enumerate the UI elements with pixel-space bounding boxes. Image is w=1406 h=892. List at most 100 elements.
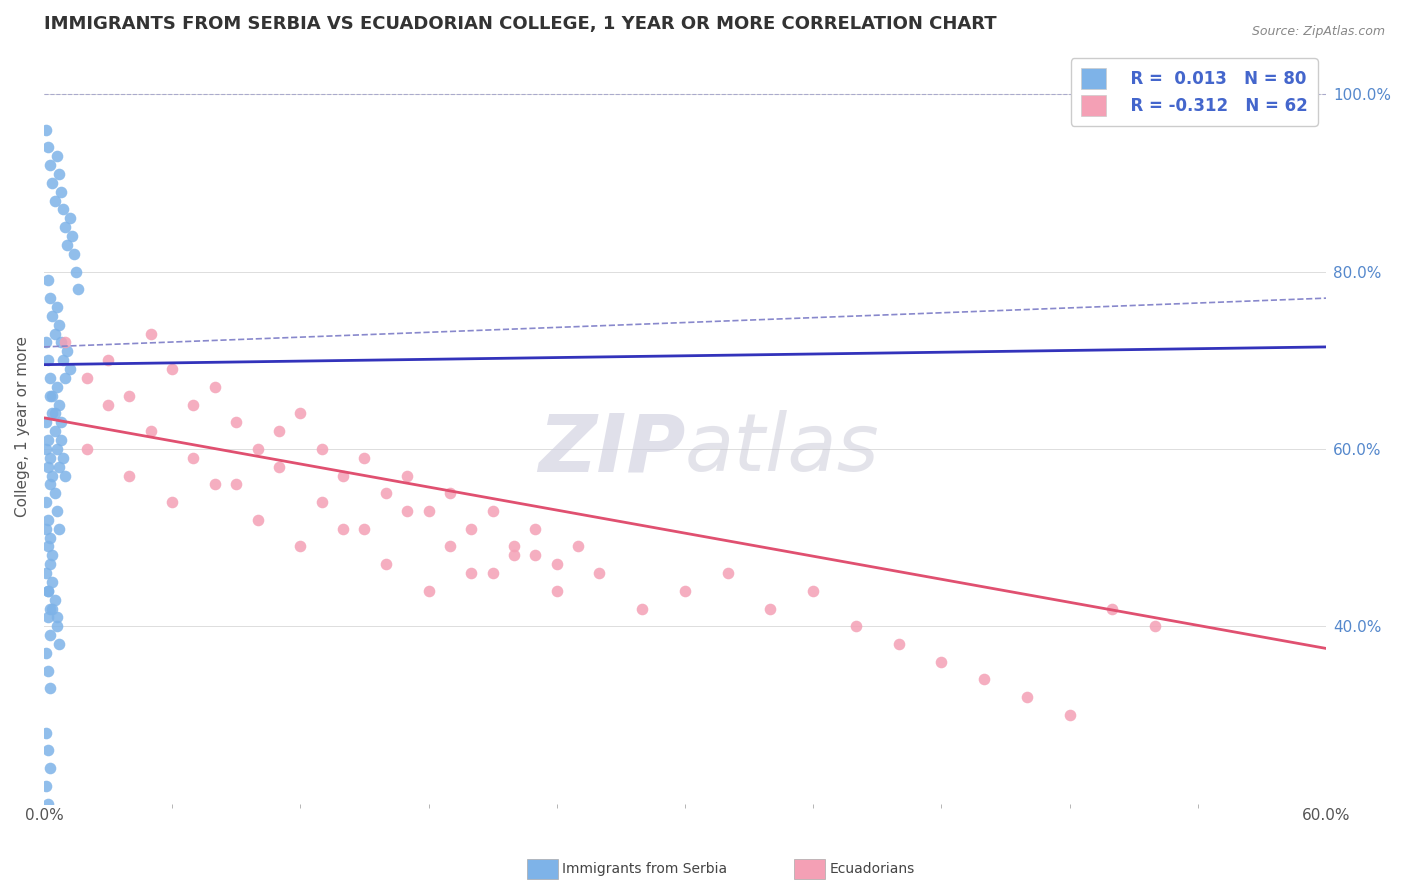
Point: [37, 140, 59, 154]
Point: [931, 655, 953, 669]
Point: [49, 433, 72, 447]
Point: [353, 450, 375, 465]
Point: [503, 540, 526, 554]
Point: [76, 442, 98, 456]
Point: [396, 504, 419, 518]
Point: [45, 610, 67, 624]
Point: [39, 477, 62, 491]
Point: [39, 761, 62, 775]
Point: [460, 566, 482, 580]
Point: [39, 158, 62, 172]
Point: [118, 389, 141, 403]
Point: [76, 371, 98, 385]
Point: [37, 583, 59, 598]
Point: [546, 583, 568, 598]
Point: [37, 610, 59, 624]
Point: [332, 468, 354, 483]
Point: [37, 797, 59, 811]
Text: ZIP: ZIP: [537, 410, 685, 488]
Point: [41, 601, 63, 615]
Point: [396, 468, 419, 483]
Point: [39, 557, 62, 571]
Point: [311, 442, 333, 456]
Point: [48, 522, 70, 536]
Point: [37, 540, 59, 554]
Legend:   R =  0.013   N = 80,   R = -0.312   N = 62: R = 0.013 N = 80, R = -0.312 N = 62: [1070, 58, 1317, 126]
Point: [41, 468, 63, 483]
Point: [97, 353, 120, 368]
Point: [37, 513, 59, 527]
Point: [37, 743, 59, 757]
Point: [35, 779, 58, 793]
Point: [35, 415, 58, 429]
Point: [35, 566, 58, 580]
Point: [44, 592, 66, 607]
Point: [37, 353, 59, 368]
Point: [887, 637, 910, 651]
Point: [524, 549, 547, 563]
Point: [65, 264, 87, 278]
Point: [37, 664, 59, 678]
Point: [53, 468, 76, 483]
Point: [290, 540, 312, 554]
Point: [37, 273, 59, 287]
Point: [759, 601, 782, 615]
Point: [204, 477, 226, 491]
Point: [62, 247, 84, 261]
Point: [53, 371, 76, 385]
Point: [311, 495, 333, 509]
Point: [439, 540, 461, 554]
Point: [49, 185, 72, 199]
Point: [37, 583, 59, 598]
Point: [44, 406, 66, 420]
Point: [48, 459, 70, 474]
Point: [801, 583, 824, 598]
Point: [418, 504, 440, 518]
Point: [52, 450, 75, 465]
Text: Source: ZipAtlas.com: Source: ZipAtlas.com: [1251, 25, 1385, 38]
Text: atlas: atlas: [685, 410, 880, 488]
Text: IMMIGRANTS FROM SERBIA VS ECUADORIAN COLLEGE, 1 YEAR OR MORE CORRELATION CHART: IMMIGRANTS FROM SERBIA VS ECUADORIAN COL…: [44, 15, 997, 33]
Point: [45, 442, 67, 456]
Point: [139, 326, 162, 341]
Point: [48, 167, 70, 181]
Point: [246, 513, 269, 527]
Point: [290, 406, 312, 420]
Point: [56, 344, 79, 359]
Point: [41, 176, 63, 190]
Point: [41, 389, 63, 403]
Point: [67, 282, 90, 296]
Point: [183, 398, 205, 412]
Point: [39, 371, 62, 385]
Point: [39, 628, 62, 642]
Point: [53, 220, 76, 235]
Point: [45, 619, 67, 633]
Point: [267, 459, 290, 474]
Point: [39, 450, 62, 465]
Point: [60, 229, 83, 244]
Point: [45, 380, 67, 394]
Point: [97, 398, 120, 412]
Point: [460, 522, 482, 536]
Y-axis label: College, 1 year or more: College, 1 year or more: [15, 336, 30, 517]
Point: [717, 566, 740, 580]
Point: [524, 522, 547, 536]
Point: [45, 149, 67, 163]
Point: [58, 362, 80, 376]
Point: [56, 238, 79, 252]
Point: [35, 646, 58, 660]
Point: [118, 468, 141, 483]
Point: [845, 619, 868, 633]
Text: Immigrants from Serbia: Immigrants from Serbia: [562, 862, 727, 876]
Point: [41, 406, 63, 420]
Point: [53, 335, 76, 350]
Point: [35, 335, 58, 350]
Point: [49, 335, 72, 350]
Point: [41, 309, 63, 323]
Point: [35, 495, 58, 509]
Point: [45, 300, 67, 314]
Point: [49, 415, 72, 429]
Point: [35, 725, 58, 739]
Point: [332, 522, 354, 536]
Point: [973, 673, 995, 687]
